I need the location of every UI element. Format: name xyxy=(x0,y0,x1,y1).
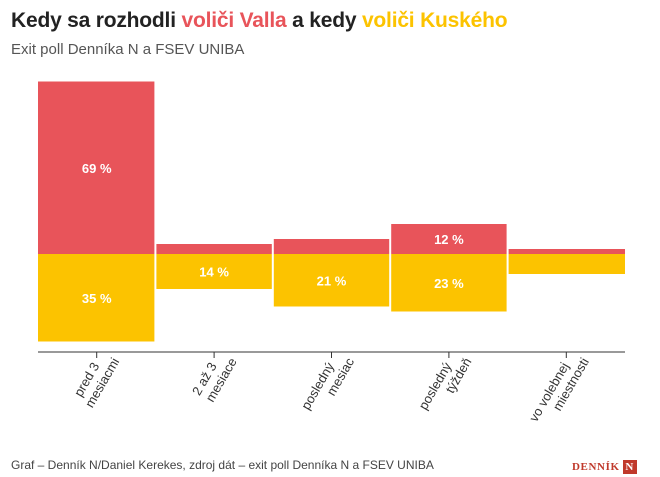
chart-subtitle: Exit poll Denníka N a FSEV UNIBA xyxy=(11,41,245,58)
bar-valla-1 xyxy=(155,244,273,254)
bar-kusy-4 xyxy=(507,254,625,274)
logo-mark: N xyxy=(622,460,637,474)
x-tick-label-4: vo volebnejmiestnosti xyxy=(526,348,592,432)
data-label-kusy-3: 23 % xyxy=(434,276,464,291)
title-part-1: Kedy sa rozhodli xyxy=(11,9,176,32)
data-label-kusy-2: 21 % xyxy=(317,273,347,288)
x-tick-label-0: pred 3mesiacmi xyxy=(69,348,122,411)
bar-kusy-0 xyxy=(38,254,156,342)
bar-valla-3 xyxy=(390,224,508,254)
bar-kusy-1 xyxy=(155,254,273,289)
data-label-valla-3: 12 % xyxy=(434,232,464,247)
title-valla: voliči Valla xyxy=(181,9,287,32)
data-label-valla-0: 69 % xyxy=(82,161,112,176)
dennik-n-logo: DENNÍK N xyxy=(572,460,637,474)
title-part-3: a kedy xyxy=(292,9,357,32)
bar-kusy-3 xyxy=(390,254,508,312)
bar-valla-2 xyxy=(272,239,391,254)
data-label-kusy-1: 14 % xyxy=(199,265,229,280)
bar-kusy-2 xyxy=(272,254,391,307)
chart-title: Kedy sa rozhodli voliči Valla a kedy vol… xyxy=(11,9,508,33)
title-kusy: voliči Kuského xyxy=(361,9,508,32)
x-tick-label-3: poslednýtýždeň xyxy=(415,348,474,420)
chart-area: 69 %35 %14 %21 %12 %23 %pred 3mesiacmi 2 … xyxy=(38,81,625,432)
bar-valla-0 xyxy=(38,81,156,254)
logo-text: DENNÍK xyxy=(572,461,620,473)
x-tick-label-2: poslednýmesiac xyxy=(298,347,357,420)
bar-valla-4 xyxy=(507,249,625,254)
source-footer: Graf – Denník N/Daniel Kerekes, zdroj dá… xyxy=(11,458,434,472)
data-label-kusy-0: 35 % xyxy=(82,291,112,306)
